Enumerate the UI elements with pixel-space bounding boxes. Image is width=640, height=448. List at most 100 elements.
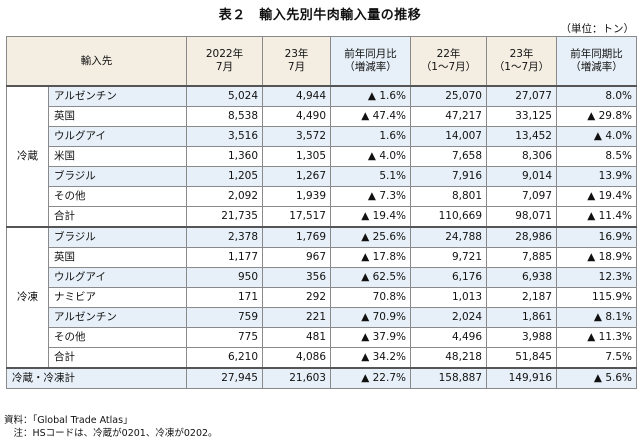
cell-value: ▲ 25.6% xyxy=(330,226,411,248)
note-hs-code: 注：HSコードは、冷蔵が0201、冷凍が0202。 xyxy=(4,428,218,439)
cell-value: 13.9% xyxy=(556,166,637,187)
grand-total-value: 27,945 xyxy=(186,367,263,389)
notes: 資料：「Global Trade Atlas」 注：HSコードは、冷蔵が0201… xyxy=(4,414,218,440)
cell-value: 3,988 xyxy=(486,327,557,348)
cell-value: 4,086 xyxy=(262,347,331,369)
cell-value: ▲ 47.4% xyxy=(330,106,411,127)
table-row: ブラジル 1,205 1,267 5.1% 7,916 9,014 13.9% xyxy=(7,166,637,187)
cell-value: ▲ 4.0% xyxy=(556,126,637,147)
cell-value: 967 xyxy=(262,247,331,268)
cell-country: ウルグアイ xyxy=(48,126,187,147)
cell-value: ▲ 70.9% xyxy=(330,307,411,328)
cell-value: 7,916 xyxy=(410,166,487,187)
header-2022-jul: 2022年 7月 xyxy=(186,36,263,87)
cell-value: 2,378 xyxy=(186,226,263,248)
group-label: 冷凍 xyxy=(6,226,49,369)
header-2022-ytd: 22年 （1〜7月） xyxy=(410,36,487,87)
table-row: ウルグアイ 3,516 3,572 1.6% 14,007 13,452 ▲ 4.0% xyxy=(7,126,637,147)
cell-value: 4,490 xyxy=(262,106,331,127)
cell-value: 47,217 xyxy=(410,106,487,127)
table-row: ナミビア 171 292 70.8% 1,013 2,187 115.9% xyxy=(7,287,637,308)
cell-value: 8,538 xyxy=(186,106,263,127)
cell-value: ▲ 37.9% xyxy=(330,327,411,348)
cell-value: 3,572 xyxy=(262,126,331,147)
cell-country: 英国 xyxy=(48,247,187,268)
cell-value: 21,735 xyxy=(186,206,263,228)
group-label: 冷蔵 xyxy=(6,85,49,228)
cell-value: 98,071 xyxy=(486,206,557,228)
grand-total-value: ▲ 22.7% xyxy=(330,367,411,389)
cell-value: 292 xyxy=(262,287,331,308)
cell-value: ▲ 17.8% xyxy=(330,247,411,268)
cell-value: 7,097 xyxy=(486,186,557,207)
cell-value: 356 xyxy=(262,267,331,288)
cell-country: 合計 xyxy=(48,347,187,369)
cell-country: その他 xyxy=(48,327,187,348)
cell-value: 8.5% xyxy=(556,146,637,167)
cell-value: 27,077 xyxy=(486,85,557,107)
grand-total-label: 冷蔵・冷凍計 xyxy=(6,367,187,389)
table-row: 冷蔵 アルゼンチン 5,024 4,944 ▲ 1.6% 25,070 27,077 8.0% xyxy=(6,85,637,228)
cell-value: 1,305 xyxy=(262,146,331,167)
cell-value: 1,939 xyxy=(262,186,331,207)
cell-value: 7,885 xyxy=(486,247,557,268)
cell-value: 5,024 xyxy=(186,85,263,107)
table-row: 英国 8,538 4,490 ▲ 47.4% 47,217 33,125 ▲ 29.8% xyxy=(7,106,637,127)
cell-value: ▲ 62.5% xyxy=(330,267,411,288)
cell-value: ▲ 19.4% xyxy=(330,206,411,228)
cell-value: 24,788 xyxy=(410,226,487,248)
cell-value: 8.0% xyxy=(556,85,637,107)
cell-value: 1,861 xyxy=(486,307,557,328)
cell-value: 28,986 xyxy=(486,226,557,248)
cell-value: 9,014 xyxy=(486,166,557,187)
header-source: 輸入先 xyxy=(6,36,187,87)
table-row: 米国 1,360 1,305 ▲ 4.0% 7,658 8,306 8.5% xyxy=(7,146,637,167)
cell-value: ▲ 34.2% xyxy=(330,347,411,369)
cell-value: 8,801 xyxy=(410,186,487,207)
cell-value: 1.6% xyxy=(330,126,411,147)
cell-value: ▲ 11.3% xyxy=(556,327,637,348)
cell-value: 48,218 xyxy=(410,347,487,369)
cell-value: ▲ 7.3% xyxy=(330,186,411,207)
cell-value: 9,721 xyxy=(410,247,487,268)
unit-label: （単位：トン） xyxy=(560,23,635,35)
grand-total-value: 21,603 xyxy=(262,367,331,389)
cell-value: 1,013 xyxy=(410,287,487,308)
grand-total-value: 158,887 xyxy=(410,367,487,389)
cell-value: 33,125 xyxy=(486,106,557,127)
table-row: その他 2,092 1,939 ▲ 7.3% 8,801 7,097 ▲ 19.4% xyxy=(7,186,637,207)
cell-value: 51,845 xyxy=(486,347,557,369)
table-row: ウルグアイ 950 356 ▲ 62.5% 6,176 6,938 12.3% xyxy=(7,267,637,288)
cell-value: ▲ 29.8% xyxy=(556,106,637,127)
cell-value: 2,024 xyxy=(410,307,487,328)
cell-value: 8,306 xyxy=(486,146,557,167)
cell-country: ウルグアイ xyxy=(48,267,187,288)
cell-value: ▲ 18.9% xyxy=(556,247,637,268)
table-total-row: 合計 21,735 17,517 ▲ 19.4% 110,669 98,071 ▲ 11.4… xyxy=(7,206,637,228)
cell-country: 米国 xyxy=(48,146,187,167)
cell-value: 17,517 xyxy=(262,206,331,228)
cell-value: ▲ 19.4% xyxy=(556,186,637,207)
header-2023-jul: 23年 7月 xyxy=(262,36,331,87)
cell-value: 3,516 xyxy=(186,126,263,147)
cell-country: アルゼンチン xyxy=(48,307,187,328)
header-yoy-period: 前年同期比 （増減率） xyxy=(556,36,637,87)
cell-value: 775 xyxy=(186,327,263,348)
cell-value: 16.9% xyxy=(556,226,637,248)
grand-total-row: 冷蔵・冷凍計 27,945 21,603 ▲ 22.7% 158,887 149,916 ▲… xyxy=(6,367,637,389)
cell-country: ブラジル xyxy=(48,166,187,187)
cell-country: ブラジル xyxy=(48,226,187,248)
cell-value: 4,944 xyxy=(262,85,331,107)
table-row: 英国 1,177 967 ▲ 17.8% 9,721 7,885 ▲ 18.9% xyxy=(7,247,637,268)
table-title: 表２ 輸入先別牛肉輸入量の推移 xyxy=(218,8,422,23)
cell-value: 1,177 xyxy=(186,247,263,268)
cell-value: 7,658 xyxy=(410,146,487,167)
cell-value: 1,360 xyxy=(186,146,263,167)
cell-value: 1,205 xyxy=(186,166,263,187)
cell-country: その他 xyxy=(48,186,187,207)
cell-value: 6,176 xyxy=(410,267,487,288)
table-row: アルゼンチン 759 221 ▲ 70.9% 2,024 1,861 ▲ 8.1% xyxy=(7,307,637,328)
cell-value: 6,938 xyxy=(486,267,557,288)
cell-value: 110,669 xyxy=(410,206,487,228)
cell-value: 1,267 xyxy=(262,166,331,187)
